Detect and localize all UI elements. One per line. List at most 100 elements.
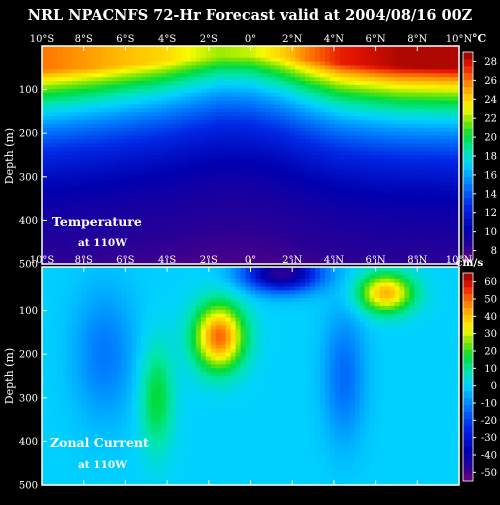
heatmap-cell bbox=[201, 77, 207, 81]
heatmap-cell bbox=[399, 85, 405, 89]
heatmap-cell bbox=[444, 93, 450, 97]
heatmap-cell bbox=[47, 171, 53, 175]
colorbar-swatch bbox=[463, 52, 473, 59]
colorbar-tick-label: 24 bbox=[484, 95, 497, 106]
temperature-y-axis-label: Depth (m) bbox=[3, 128, 16, 184]
heatmap-cell bbox=[176, 120, 182, 124]
heatmap-cell bbox=[300, 248, 306, 252]
heatmap-cell bbox=[72, 136, 78, 140]
heatmap-cell bbox=[191, 159, 197, 163]
heatmap-cell bbox=[365, 248, 371, 252]
heatmap-cell bbox=[92, 108, 98, 112]
heatmap-cell bbox=[285, 97, 291, 101]
heatmap-cell bbox=[439, 89, 445, 93]
heatmap-cell bbox=[295, 128, 301, 132]
heatmap-cell bbox=[320, 151, 326, 155]
heatmap-cell bbox=[107, 128, 113, 132]
heatmap-cell bbox=[181, 143, 187, 147]
heatmap-cell bbox=[126, 171, 132, 175]
heatmap-cell bbox=[414, 241, 420, 245]
heatmap-cell bbox=[146, 167, 152, 171]
heatmap-cell bbox=[57, 202, 63, 206]
heatmap-cell bbox=[380, 85, 386, 89]
heatmap-cell bbox=[325, 241, 331, 245]
heatmap-cell bbox=[231, 163, 237, 167]
heatmap-cell bbox=[186, 163, 192, 167]
heatmap-cell bbox=[241, 136, 247, 140]
heatmap-cell bbox=[241, 198, 247, 202]
heatmap-cell bbox=[47, 450, 53, 454]
heatmap-cell bbox=[241, 81, 247, 85]
heatmap-cell bbox=[77, 81, 83, 85]
temperature-colorbar-unit: °C bbox=[472, 32, 487, 45]
heatmap-cell bbox=[340, 159, 346, 163]
heatmap-cell bbox=[221, 139, 227, 143]
heatmap-cell bbox=[116, 97, 122, 101]
heatmap-cell bbox=[231, 155, 237, 159]
heatmap-cell bbox=[181, 210, 187, 214]
heatmap-cell bbox=[176, 69, 182, 73]
heatmap-cell bbox=[107, 139, 113, 143]
heatmap-cell bbox=[47, 202, 53, 206]
heatmap-cell bbox=[280, 65, 286, 69]
heatmap-cell bbox=[330, 186, 336, 190]
heatmap-cell bbox=[136, 116, 142, 120]
heatmap-cell bbox=[201, 151, 207, 155]
heatmap-cell bbox=[171, 81, 177, 85]
heatmap-cell bbox=[275, 89, 281, 93]
heatmap-cell bbox=[310, 225, 316, 229]
heatmap-cell bbox=[340, 58, 346, 62]
heatmap-cell bbox=[62, 194, 68, 198]
heatmap-cell bbox=[82, 62, 88, 66]
heatmap-cell bbox=[181, 217, 187, 221]
heatmap-cell bbox=[424, 58, 430, 62]
heatmap-cell bbox=[305, 65, 311, 69]
heatmap-cell bbox=[360, 97, 366, 101]
heatmap-cell bbox=[280, 108, 286, 112]
heatmap-cell bbox=[439, 198, 445, 202]
heatmap-cell bbox=[365, 233, 371, 237]
heatmap-cell bbox=[47, 477, 53, 481]
heatmap-cell bbox=[414, 62, 420, 66]
heatmap-cell bbox=[42, 473, 48, 477]
heatmap-cell bbox=[290, 225, 296, 229]
heatmap-cell bbox=[92, 62, 98, 66]
heatmap-cell bbox=[116, 151, 122, 155]
heatmap-cell bbox=[236, 217, 242, 221]
heatmap-cell bbox=[260, 73, 266, 77]
heatmap-cell bbox=[251, 81, 257, 85]
heatmap-cell bbox=[146, 93, 152, 97]
heatmap-cell bbox=[146, 139, 152, 143]
heatmap-cell bbox=[310, 81, 316, 85]
heatmap-cell bbox=[265, 116, 271, 120]
heatmap-cell bbox=[126, 108, 132, 112]
heatmap-cell bbox=[365, 151, 371, 155]
heatmap-cell bbox=[42, 392, 48, 396]
x-tick-label: 4°N bbox=[324, 34, 344, 45]
heatmap-cell bbox=[390, 77, 396, 81]
heatmap-cell bbox=[121, 190, 127, 194]
heatmap-cell bbox=[325, 54, 331, 58]
heatmap-cell bbox=[181, 101, 187, 105]
heatmap-cell bbox=[77, 120, 83, 124]
heatmap-cell bbox=[141, 147, 147, 151]
heatmap-cell bbox=[355, 225, 361, 229]
heatmap-cell bbox=[201, 178, 207, 182]
heatmap-cell bbox=[176, 136, 182, 140]
heatmap-cell bbox=[355, 151, 361, 155]
heatmap-cell bbox=[246, 124, 252, 128]
heatmap-cell bbox=[141, 171, 147, 175]
heatmap-cell bbox=[375, 221, 381, 225]
heatmap-cell bbox=[370, 248, 376, 252]
heatmap-cell bbox=[260, 163, 266, 167]
heatmap-cell bbox=[97, 124, 103, 128]
heatmap-cell bbox=[77, 174, 83, 178]
heatmap-cell bbox=[335, 151, 341, 155]
heatmap-cell bbox=[62, 245, 68, 249]
heatmap-cell bbox=[345, 54, 351, 58]
heatmap-cell bbox=[77, 182, 83, 186]
heatmap-cell bbox=[236, 174, 242, 178]
heatmap-cell bbox=[196, 136, 202, 140]
heatmap-cell bbox=[126, 198, 132, 202]
heatmap-cell bbox=[221, 233, 227, 237]
